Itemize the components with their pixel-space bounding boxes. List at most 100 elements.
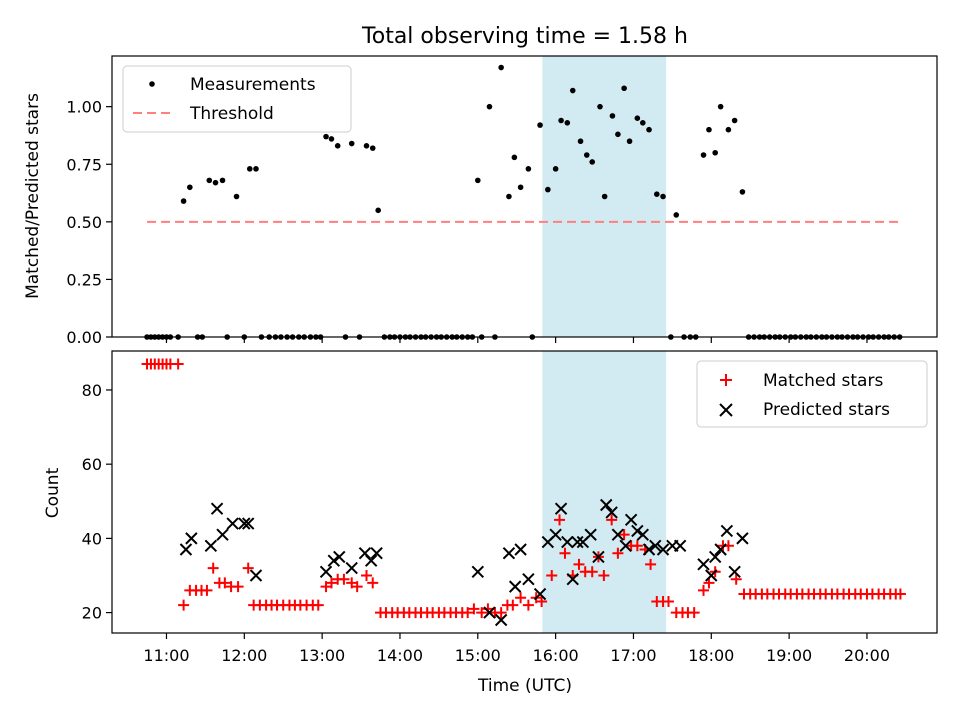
x-tick-label: 15:00 [455, 646, 501, 665]
measurement-point [654, 191, 660, 197]
measurement-point [621, 85, 627, 92]
matched-star-point [703, 577, 715, 589]
matched-star-point [207, 562, 219, 574]
measurement-point [375, 207, 381, 214]
matched-stars-points [141, 358, 906, 619]
predicted-star-point [345, 561, 358, 575]
measurement-point [180, 198, 187, 204]
matched-star-point [462, 607, 474, 619]
predicted-star-point [238, 517, 251, 530]
matched-star-point [507, 599, 519, 611]
bottom-panel: Count Time (UTC) 20 40 60 80 11:00 12:00 13:0… [43, 350, 938, 696]
x-tick-label: 14:00 [377, 646, 423, 665]
measurement-point [206, 177, 213, 184]
bottom-y-tick-label: 40 [82, 529, 102, 548]
x-tick-label: 13:00 [299, 646, 345, 665]
measurement-point [583, 152, 590, 158]
predicted-star-point [642, 543, 656, 556]
top-y-ticks: 0.00 0.25 0.50 0.75 1.00 [66, 98, 112, 347]
predicted-star-point [364, 554, 378, 567]
measurement-point [712, 149, 718, 156]
measurement-point [609, 113, 616, 119]
matched-star-point [367, 577, 379, 589]
matched-star-point [351, 581, 363, 593]
bottom-legend: Matched stars Predicted stars [696, 360, 928, 428]
bottom-y-tick-label: 80 [82, 381, 102, 400]
x-tick-label: 19:00 [766, 646, 812, 665]
matched-star-point [361, 569, 373, 581]
matched-star-point [554, 514, 566, 526]
matched-star-point [606, 514, 618, 526]
predicted-star-point [561, 535, 574, 549]
matched-star-point [338, 573, 350, 585]
predicted-star-point [631, 524, 644, 538]
measurement-point [615, 131, 621, 138]
matched-star-point [645, 558, 657, 570]
predicted-star-point [216, 528, 229, 541]
top-y-tick-label: 0.00 [66, 328, 102, 347]
measurement-point [634, 115, 641, 121]
measurement-point [537, 122, 543, 128]
matched-star-point [495, 607, 507, 619]
matched-star-point [536, 595, 548, 607]
measurement-point [564, 119, 571, 126]
measurement-point [706, 126, 712, 133]
predicted-star-point [522, 572, 535, 586]
measurement-point [725, 126, 732, 133]
measurement-point [577, 138, 584, 145]
matched-star-point [631, 540, 643, 552]
measurement-point [246, 166, 253, 172]
predicted-star-point [179, 543, 193, 556]
predicted-star-point [728, 565, 741, 578]
legend-predicted-label: Predicted stars [763, 400, 890, 420]
measurement-point [486, 103, 493, 110]
measurement-point [640, 119, 646, 126]
matched-star-point [573, 558, 585, 570]
top-panel: Total observing time = 1.58 h Matched/Pr… [23, 24, 938, 347]
legend-measurements-marker [149, 81, 155, 87]
predicted-star-point [204, 539, 218, 553]
legend-predicted-marker [719, 403, 733, 417]
predicted-star-point [656, 543, 670, 556]
predicted-star-point [624, 513, 638, 527]
matched-star-point [688, 607, 700, 619]
predicted-star-point [241, 517, 255, 530]
top-legend-box [122, 65, 352, 133]
predicted-star-point [327, 554, 341, 567]
matched-star-point [618, 529, 630, 541]
matched-star-point [178, 599, 190, 611]
predicted-stars-points [179, 498, 749, 627]
x-tick-label: 17:00 [610, 646, 656, 665]
matched-star-point [325, 577, 337, 589]
legend-threshold-label: Threshold [189, 104, 274, 124]
matched-star-point [546, 569, 558, 581]
measurement-point [673, 212, 680, 218]
matched-star-point [559, 547, 571, 559]
measurement-point [369, 145, 376, 151]
matched-star-point [894, 588, 906, 600]
predicted-star-point [508, 580, 522, 593]
measurement-point [597, 103, 603, 110]
predicted-star-point [185, 532, 198, 545]
measurement-point [253, 166, 259, 172]
top-y-tick-label: 0.25 [66, 270, 102, 289]
measurement-point [700, 152, 707, 158]
predicted-star-point [333, 550, 346, 564]
measurement-point [187, 184, 193, 191]
matched-star-point [522, 599, 534, 611]
predicted-star-point [708, 550, 722, 564]
predicted-star-point [605, 506, 618, 519]
measurement-point [525, 166, 532, 172]
measurement-point [233, 193, 240, 200]
measurement-point [569, 87, 576, 94]
predicted-star-point [705, 569, 718, 582]
x-axis-label: Time (UTC) [477, 676, 572, 696]
matched-star-point [482, 603, 494, 615]
predicted-star-point [471, 565, 485, 578]
x-tick-label: 18:00 [688, 646, 734, 665]
measurement-point [552, 166, 559, 172]
measurement-point [731, 117, 738, 124]
predicted-star-point [502, 547, 516, 560]
predicted-star-point [514, 543, 527, 556]
